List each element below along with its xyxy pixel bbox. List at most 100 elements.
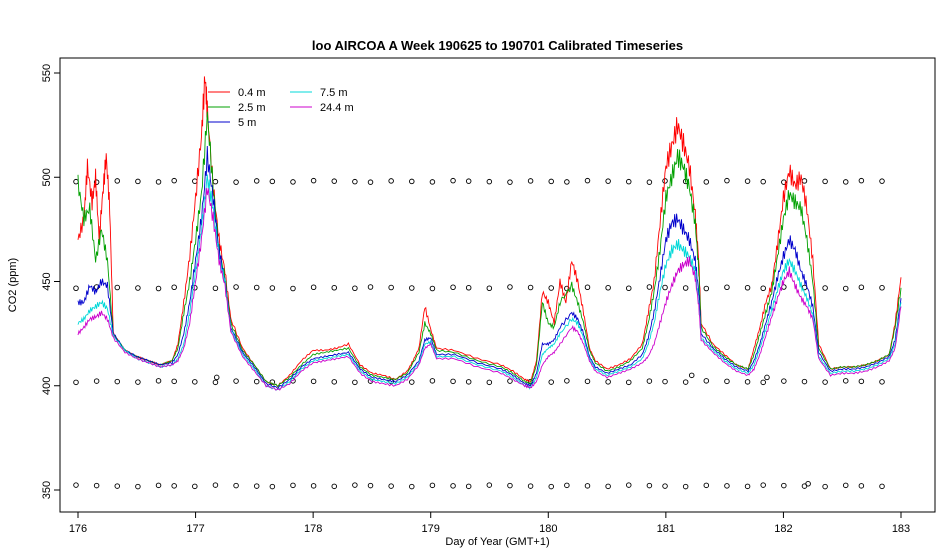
calibration-point bbox=[682, 285, 689, 291]
calibration-point bbox=[703, 179, 710, 185]
calibration-point bbox=[548, 178, 554, 185]
calibration-point bbox=[805, 480, 811, 487]
calibration-point bbox=[564, 482, 570, 489]
calibration-point bbox=[822, 178, 828, 185]
calibration-point bbox=[527, 284, 534, 291]
calibration-point bbox=[760, 482, 766, 488]
y-tick-label: 350 bbox=[41, 481, 53, 499]
x-tick-label: 180 bbox=[539, 523, 557, 535]
calibration-point bbox=[662, 178, 668, 184]
calibration-point bbox=[662, 284, 668, 291]
x-tick-label: 182 bbox=[774, 523, 792, 535]
calibration-point bbox=[842, 482, 849, 489]
calibration-point bbox=[548, 285, 554, 291]
x-tick-label: 178 bbox=[304, 523, 322, 535]
calibration-point bbox=[465, 379, 472, 385]
calibration-point bbox=[486, 178, 493, 185]
calibration-point bbox=[760, 285, 766, 292]
calibration-point bbox=[310, 378, 317, 385]
calibration-point bbox=[682, 379, 689, 385]
series-line-24-4-m bbox=[77, 187, 902, 391]
calibration-point bbox=[760, 178, 766, 185]
calibration-point bbox=[233, 284, 239, 290]
calibration-point bbox=[310, 284, 317, 291]
legend-label: 7.5 m bbox=[320, 87, 348, 99]
calibration-point bbox=[879, 483, 885, 490]
calibration-point bbox=[331, 379, 337, 385]
calibration-point bbox=[290, 285, 296, 292]
calibration-point bbox=[93, 482, 100, 489]
calibration-point bbox=[388, 483, 394, 489]
calibration-point bbox=[388, 178, 394, 184]
calibration-point bbox=[879, 285, 885, 291]
calibration-point bbox=[486, 285, 493, 292]
calibration-point bbox=[858, 483, 865, 489]
calibration-point bbox=[388, 284, 394, 291]
calibration-point bbox=[310, 483, 317, 489]
legend-label: 2.5 m bbox=[238, 102, 266, 114]
calibration-point bbox=[744, 178, 751, 184]
calibration-point bbox=[764, 374, 770, 381]
y-tick-label: 400 bbox=[41, 377, 53, 395]
calibration-point bbox=[781, 378, 787, 384]
calibration-point bbox=[429, 482, 436, 489]
calibration-point bbox=[450, 284, 456, 291]
calibration-point bbox=[233, 179, 239, 185]
calibration-point bbox=[135, 178, 141, 185]
calibration-point bbox=[450, 483, 456, 489]
series-line-2-5-m bbox=[77, 111, 902, 388]
calibration-point bbox=[842, 285, 849, 292]
calibration-point bbox=[114, 483, 121, 489]
calibration-point bbox=[409, 285, 415, 291]
calibration-points bbox=[73, 177, 885, 490]
calibration-point bbox=[290, 179, 296, 185]
calibration-point bbox=[781, 482, 787, 489]
calibration-point bbox=[584, 284, 591, 291]
x-tick-label: 183 bbox=[892, 523, 910, 535]
calibration-point bbox=[429, 285, 436, 292]
calibration-point bbox=[626, 379, 632, 386]
calibration-point bbox=[450, 378, 456, 385]
calibration-point bbox=[135, 379, 141, 385]
series-lines bbox=[77, 76, 902, 391]
calibration-point bbox=[781, 179, 787, 185]
calibration-point bbox=[212, 178, 219, 185]
calibration-point bbox=[703, 285, 710, 292]
calibration-point bbox=[331, 285, 337, 291]
calibration-point bbox=[744, 483, 751, 490]
calibration-point bbox=[724, 284, 730, 291]
calibration-point bbox=[192, 178, 198, 184]
calibration-point bbox=[212, 285, 219, 292]
calibration-point bbox=[171, 177, 177, 184]
calibration-point bbox=[409, 379, 415, 385]
calibration-point bbox=[73, 285, 79, 292]
calibration-point bbox=[233, 482, 239, 489]
calibration-point bbox=[605, 379, 611, 385]
calibration-point bbox=[879, 379, 885, 385]
y-axis-label: CO2 (ppm) bbox=[7, 258, 19, 312]
y-axis: 350 400 450 500 550 bbox=[41, 64, 61, 499]
calibration-point bbox=[155, 482, 162, 489]
series-line-5-m bbox=[77, 145, 902, 390]
calibration-point bbox=[605, 285, 611, 291]
calibration-point bbox=[269, 285, 276, 291]
x-tick-label: 177 bbox=[186, 523, 204, 535]
calibration-point bbox=[858, 378, 865, 385]
calibration-point bbox=[507, 378, 513, 384]
calibration-point bbox=[564, 179, 570, 185]
calibration-point bbox=[507, 482, 513, 489]
legend-label: 24.4 m bbox=[320, 102, 354, 114]
calibration-point bbox=[822, 483, 828, 490]
calibration-point bbox=[646, 378, 653, 384]
calibration-point bbox=[744, 379, 751, 385]
calibration-point bbox=[626, 482, 632, 488]
calibration-point bbox=[212, 379, 219, 386]
x-axis-label: Day of Year (GMT+1) bbox=[445, 536, 549, 548]
calibration-point bbox=[744, 285, 751, 291]
calibration-point bbox=[703, 482, 710, 489]
calibration-point bbox=[212, 482, 219, 488]
y-tick-label: 500 bbox=[41, 168, 53, 186]
calibration-point bbox=[450, 177, 456, 184]
calibration-point bbox=[527, 178, 534, 184]
